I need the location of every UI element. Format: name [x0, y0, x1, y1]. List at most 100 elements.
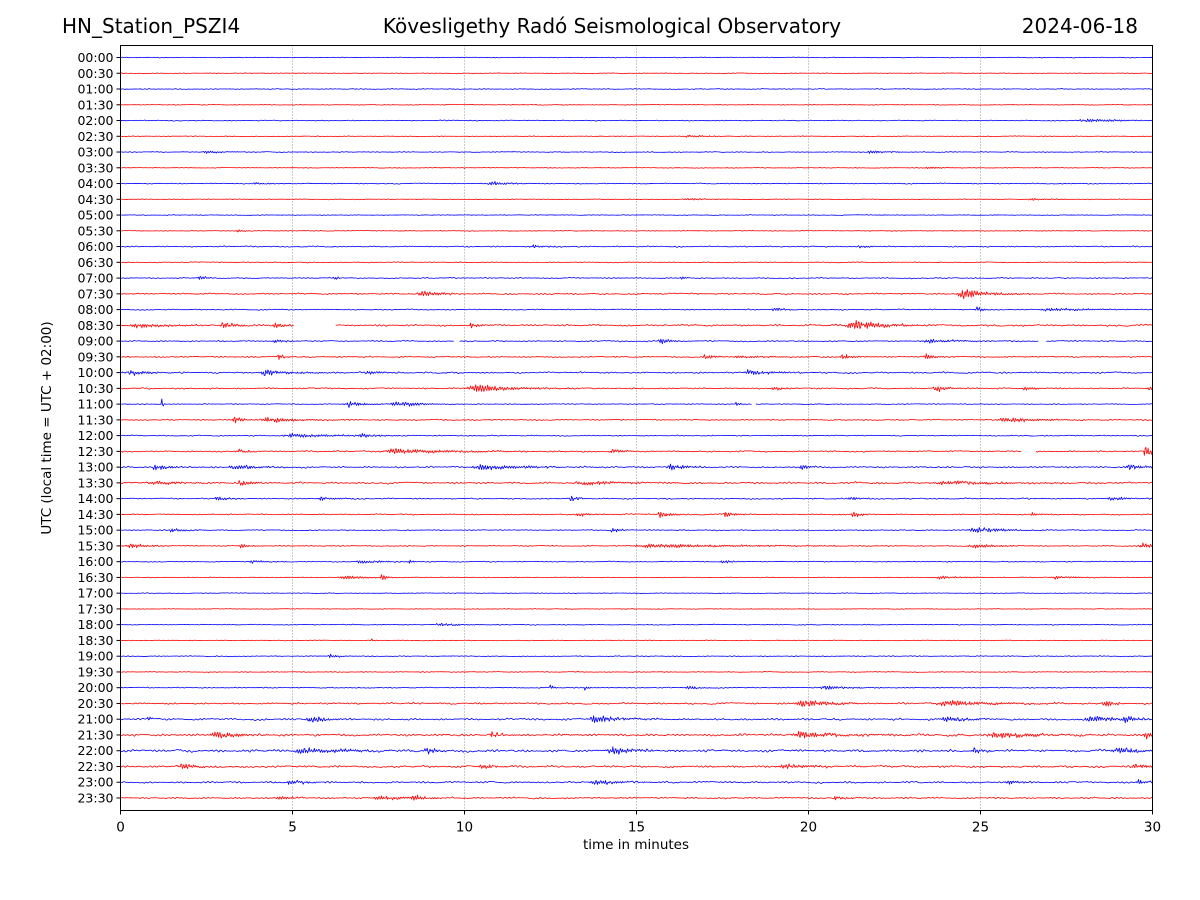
y-tick-label: 04:00 — [77, 176, 113, 191]
y-tick-label: 12:00 — [77, 428, 113, 443]
trace-0100 — [120, 88, 1153, 90]
y-tick-label: 13:00 — [77, 460, 113, 475]
y-tick-label: 01:30 — [77, 97, 113, 112]
y-tick-label: 03:00 — [77, 145, 113, 160]
trace-2100 — [120, 715, 1153, 724]
y-tick-label: 02:00 — [77, 113, 113, 128]
y-tick-label: 00:30 — [77, 66, 113, 81]
y-tick-label: 18:00 — [77, 617, 113, 632]
y-tick-label: 11:30 — [77, 412, 113, 427]
y-tick-label: 09:30 — [77, 349, 113, 364]
trace-1030 — [120, 384, 1153, 393]
trace-0530 — [120, 229, 1153, 233]
trace-1900 — [120, 653, 1153, 659]
y-tick-label: 20:00 — [77, 680, 113, 695]
x-axis-ticks: 0 5 10 15 20 25 30 — [116, 810, 1161, 836]
y-tick-label: 19:30 — [77, 664, 113, 679]
y-tick-label: 15:00 — [77, 523, 113, 538]
trace-1200 — [120, 432, 1153, 438]
trace-0330 — [120, 166, 1153, 169]
trace-0130 — [120, 103, 1153, 106]
y-tick-label: 07:00 — [77, 271, 113, 286]
y-tick-label: 13:30 — [77, 475, 113, 490]
y-tick-label: 05:00 — [77, 208, 113, 223]
trace-0500 — [120, 214, 1153, 216]
y-tick-label: 02:30 — [77, 129, 113, 144]
trace-1630 — [120, 574, 1153, 581]
x-tick-label: 25 — [972, 820, 989, 836]
y-tick-label: 17:30 — [77, 601, 113, 616]
trace-1230 — [120, 446, 1153, 456]
y-tick-label: 14:30 — [77, 507, 113, 522]
y-tick-label: 09:00 — [77, 334, 113, 349]
y-tick-label: 07:30 — [77, 286, 113, 301]
trace-0900 — [120, 338, 1153, 345]
y-tick-label: 23:30 — [77, 790, 113, 805]
y-tick-label: 17:00 — [77, 586, 113, 601]
trace-0200 — [120, 118, 1153, 123]
trace-0400 — [120, 181, 1153, 186]
y-tick-label: 04:30 — [77, 192, 113, 207]
trace-0300 — [120, 150, 1153, 154]
trace-0700 — [120, 276, 1153, 280]
trace-1300 — [120, 463, 1153, 471]
trace-1500 — [120, 527, 1153, 533]
trace-1330 — [120, 480, 1153, 486]
trace-0930 — [120, 353, 1153, 360]
y-tick-label: 08:30 — [77, 318, 113, 333]
y-tick-label: 11:00 — [77, 397, 113, 412]
trace-2230 — [120, 763, 1153, 770]
trace-0430 — [120, 197, 1153, 201]
trace-1700 — [120, 592, 1153, 595]
trace-0030 — [120, 72, 1153, 75]
y-tick-label: 22:00 — [77, 743, 113, 758]
trace-0230 — [120, 134, 1153, 138]
y-tick-label: 10:30 — [77, 381, 113, 396]
y-tick-label: 06:30 — [77, 255, 113, 270]
plot-frame — [120, 45, 1153, 811]
trace-2130 — [120, 730, 1153, 740]
y-tick-label: 16:00 — [77, 554, 113, 569]
y-tick-label: 20:30 — [77, 696, 113, 711]
trace-2030 — [120, 699, 1153, 707]
seismogram-traces — [120, 56, 1153, 801]
trace-0630 — [120, 261, 1153, 264]
trace-2000 — [120, 684, 1153, 691]
trace-1730 — [120, 608, 1153, 610]
trace-0000 — [120, 56, 1153, 59]
trace-2330 — [120, 794, 1153, 801]
x-tick-label: 0 — [116, 820, 125, 836]
y-axis-ticks: 00:0000:3001:0001:3002:0002:3003:0003:30… — [77, 50, 121, 805]
x-tick-label: 30 — [1144, 820, 1161, 836]
trace-1830 — [120, 638, 1153, 642]
y-tick-label: 22:30 — [77, 759, 113, 774]
trace-1930 — [120, 670, 1153, 673]
y-axis-label: UTC (local time = UTC + 02:00) — [39, 321, 55, 535]
y-tick-label: 06:00 — [77, 239, 113, 254]
trace-2200 — [120, 746, 1153, 755]
trace-2300 — [120, 779, 1153, 785]
trace-1800 — [120, 622, 1153, 627]
x-axis-label: time in minutes — [582, 837, 690, 853]
trace-1400 — [120, 495, 1153, 502]
x-tick-label: 10 — [456, 820, 473, 836]
trace-1000 — [120, 369, 1153, 376]
y-tick-label: 19:00 — [77, 649, 113, 664]
trace-1430 — [120, 511, 1153, 519]
y-tick-label: 16:30 — [77, 570, 113, 585]
y-tick-label: 23:00 — [77, 775, 113, 790]
trace-0800 — [120, 306, 1153, 312]
trace-1600 — [120, 559, 1153, 564]
y-tick-label: 21:00 — [77, 712, 113, 727]
y-tick-label: 14:00 — [77, 491, 113, 506]
chart-date: 2024-06-18 — [1021, 14, 1138, 38]
y-tick-label: 03:30 — [77, 160, 113, 175]
y-tick-label: 15:30 — [77, 538, 113, 553]
trace-1100 — [120, 398, 1153, 408]
y-tick-label: 08:00 — [77, 302, 113, 317]
trace-0600 — [120, 244, 1153, 249]
station-name: HN_Station_PSZI4 — [62, 14, 241, 38]
trace-0830 — [120, 319, 1153, 329]
trace-1530 — [120, 542, 1153, 549]
